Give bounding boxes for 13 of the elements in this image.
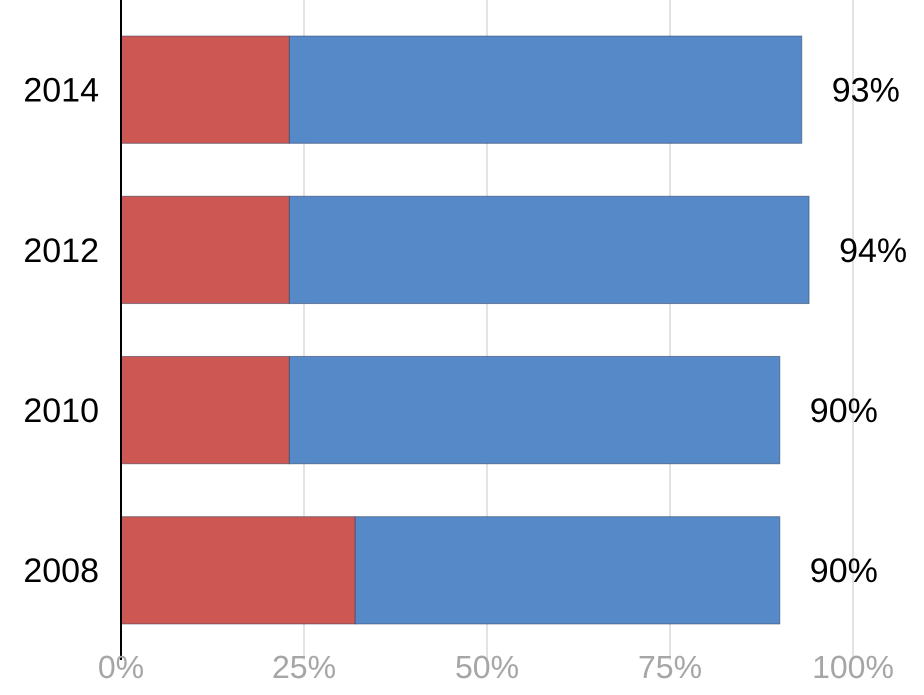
total-label: 93% (832, 72, 900, 110)
total-label: 90% (810, 552, 878, 590)
x-tick-label: 0% (98, 649, 144, 685)
total-label: 94% (839, 232, 908, 270)
x-tick-label: 25% (272, 649, 336, 685)
y-tick-label: 2010 (23, 392, 99, 430)
x-tick-label: 100% (812, 649, 894, 685)
y-tick-label: 2012 (23, 232, 99, 270)
y-tick-label: 2008 (23, 552, 99, 590)
x-tick-label: 75% (638, 649, 702, 685)
total-label: 90% (810, 392, 878, 430)
y-tick-label: 2014 (23, 72, 99, 110)
x-tick-label: 50% (454, 649, 520, 685)
